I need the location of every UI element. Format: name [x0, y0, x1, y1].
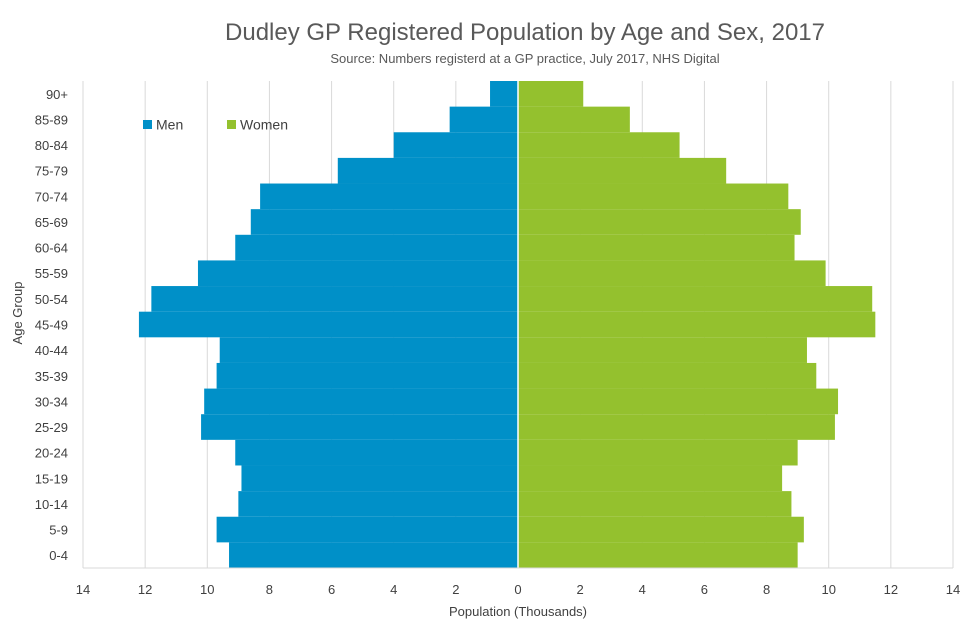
x-tick-label: 4 — [390, 582, 397, 597]
y-tick-label: 65-69 — [35, 215, 68, 230]
bar-women-85-89 — [518, 106, 630, 133]
chart-subtitle: Source: Numbers registerd at a GP practi… — [330, 51, 719, 66]
y-axis-label: Age Group — [10, 282, 25, 345]
bar-women-30-34 — [518, 388, 839, 415]
bar-women-60-64 — [518, 234, 795, 261]
bar-women-70-74 — [518, 183, 789, 210]
bar-women-0-4 — [518, 542, 798, 568]
chart-title: Dudley GP Registered Population by Age a… — [225, 19, 825, 46]
bar-men-40-44 — [219, 337, 518, 363]
x-axis-label: Population (Thousands) — [449, 604, 587, 619]
x-tick-label: 8 — [763, 582, 770, 597]
x-tick-label: 10 — [821, 582, 835, 597]
y-tick-label: 90+ — [46, 87, 68, 102]
y-tick-label: 70-74 — [35, 189, 68, 204]
bar-women-10-14 — [518, 491, 792, 517]
bar-men-55-59 — [197, 260, 518, 287]
bar-men-25-29 — [201, 414, 519, 440]
y-tick-label: 80-84 — [35, 138, 68, 153]
legend: Men Women — [143, 117, 288, 133]
x-tick-label: 2 — [452, 582, 459, 597]
bar-men-10-14 — [238, 491, 518, 517]
bar-men-20-24 — [235, 439, 518, 466]
y-tick-label: 15-19 — [35, 471, 68, 486]
y-tick-label: 30-34 — [35, 394, 68, 409]
bar-women-90+ — [518, 81, 584, 107]
bar-women-65-69 — [518, 209, 801, 235]
bars — [138, 81, 876, 568]
y-tick-label: 25-29 — [35, 420, 68, 435]
legend-swatch — [227, 120, 236, 129]
bar-men-75-79 — [337, 157, 518, 184]
bar-men-80-84 — [393, 132, 518, 158]
bar-men-90+ — [490, 81, 518, 107]
bar-men-45-49 — [138, 311, 518, 338]
y-tick-label: 40-44 — [35, 343, 68, 358]
bar-men-70-74 — [260, 183, 518, 210]
bar-men-15-19 — [241, 465, 518, 492]
bar-women-55-59 — [518, 260, 826, 287]
bar-women-40-44 — [518, 337, 807, 363]
bar-men-65-69 — [250, 209, 519, 235]
x-tick-label: 14 — [76, 582, 90, 597]
x-tick-label: 14 — [946, 582, 960, 597]
bar-men-60-64 — [235, 234, 518, 261]
y-tick-label: 85-89 — [35, 112, 68, 127]
x-tick-label: 4 — [639, 582, 646, 597]
bar-women-20-24 — [518, 439, 798, 466]
bar-women-80-84 — [518, 132, 680, 158]
x-tick-label: 12 — [884, 582, 898, 597]
x-tick-label: 2 — [577, 582, 584, 597]
bar-women-75-79 — [518, 157, 727, 184]
bar-women-25-29 — [518, 414, 835, 440]
bar-men-35-39 — [216, 362, 518, 389]
y-tick-label: 20-24 — [35, 446, 68, 461]
bar-men-0-4 — [229, 542, 519, 568]
y-tick-label: 75-79 — [35, 164, 68, 179]
y-tick-label: 45-49 — [35, 318, 68, 333]
x-tick-label: 6 — [328, 582, 335, 597]
bar-men-5-9 — [216, 516, 518, 543]
x-axis-tick-labels: 14 12 10 8 6 4 2 0 2 4 6 8 10 12 14 — [76, 582, 960, 597]
bar-women-15-19 — [518, 465, 783, 492]
y-tick-label: 60-64 — [35, 241, 68, 256]
x-tick-label: 8 — [266, 582, 273, 597]
x-tick-label: 12 — [138, 582, 152, 597]
legend-label: Women — [240, 117, 288, 133]
bar-men-85-89 — [449, 106, 518, 133]
bar-men-30-34 — [204, 388, 518, 415]
legend-swatch — [143, 120, 152, 129]
y-tick-label: 50-54 — [35, 292, 68, 307]
y-axis-tick-labels: 0-4 5-9 10-14 15-19 20-24 25-29 30-34 35-39 40-4… — [35, 87, 68, 563]
y-tick-label: 0-4 — [49, 548, 68, 563]
bar-women-45-49 — [518, 311, 876, 338]
y-tick-label: 5-9 — [49, 523, 68, 538]
y-tick-label: 35-39 — [35, 369, 68, 384]
legend-label: Men — [156, 117, 183, 133]
y-tick-label: 10-14 — [35, 497, 68, 512]
bar-women-35-39 — [518, 362, 817, 389]
bar-women-50-54 — [518, 286, 873, 312]
x-tick-label: 10 — [200, 582, 214, 597]
x-tick-label: 6 — [701, 582, 708, 597]
bar-men-50-54 — [151, 286, 518, 312]
bar-women-5-9 — [518, 516, 804, 543]
x-tick-label: 0 — [514, 582, 521, 597]
y-tick-label: 55-59 — [35, 266, 68, 281]
